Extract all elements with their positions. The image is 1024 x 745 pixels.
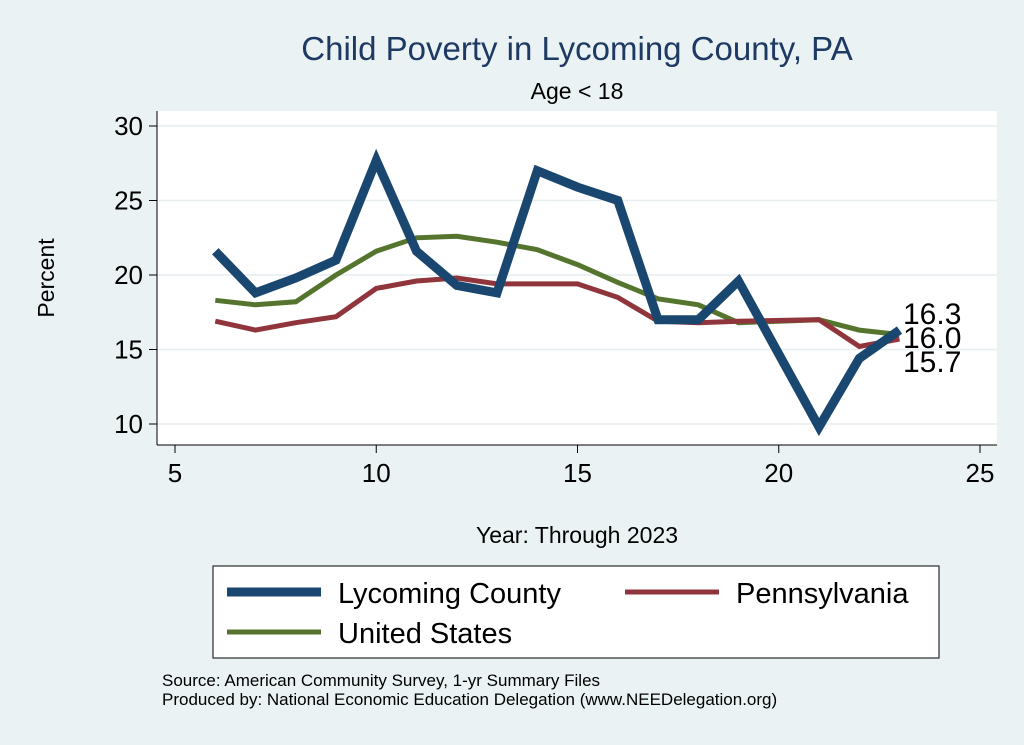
series-lines: [212, 148, 903, 437]
legend-items: Lycoming County Pennsylvania United States: [227, 578, 909, 650]
legend-pennsylvania-label: Pennsylvania: [736, 578, 909, 610]
x-tick-label: 10: [362, 458, 391, 488]
x-axis-label: Year: Through 2023: [476, 522, 678, 548]
y-axis-label: Percent: [33, 238, 59, 318]
footer: Source: American Community Survey, 1-yr …: [162, 671, 777, 709]
legend: [212, 565, 940, 659]
chart-title: Child Poverty in Lycoming County, PA: [301, 30, 852, 67]
legend-lycoming-label: Lycoming County: [338, 578, 561, 610]
x-tick-label: 15: [563, 458, 592, 488]
y-axis-ticks: 10 15 20 25 30: [114, 111, 157, 439]
y-tick-label: 25: [114, 186, 143, 216]
x-tick-label: 25: [966, 458, 995, 488]
x-tick-label: 20: [764, 458, 793, 488]
end-labels: 16.316.015.7: [903, 298, 961, 379]
y-tick-label: 15: [114, 335, 143, 365]
end-label-us: 16.0: [903, 322, 961, 355]
x-axis-ticks: 5 10 15 20 25: [168, 445, 995, 488]
y-tick-label: 10: [114, 409, 143, 439]
line-lycoming-county: [212, 148, 903, 437]
y-tick-label: 30: [114, 111, 143, 141]
source-note: Source: American Community Survey, 1-yr …: [162, 671, 601, 690]
chart-subtitle: Age < 18: [531, 78, 624, 104]
y-tick-label: 20: [114, 260, 143, 290]
x-tick-label: 5: [168, 458, 182, 488]
end-label-pennsylvania: 15.7: [903, 346, 961, 379]
end-label-lycoming: 16.3: [903, 298, 961, 331]
produced-note: Produced by: National Economic Education…: [162, 690, 778, 709]
legend-united-states-label: United States: [338, 618, 512, 650]
